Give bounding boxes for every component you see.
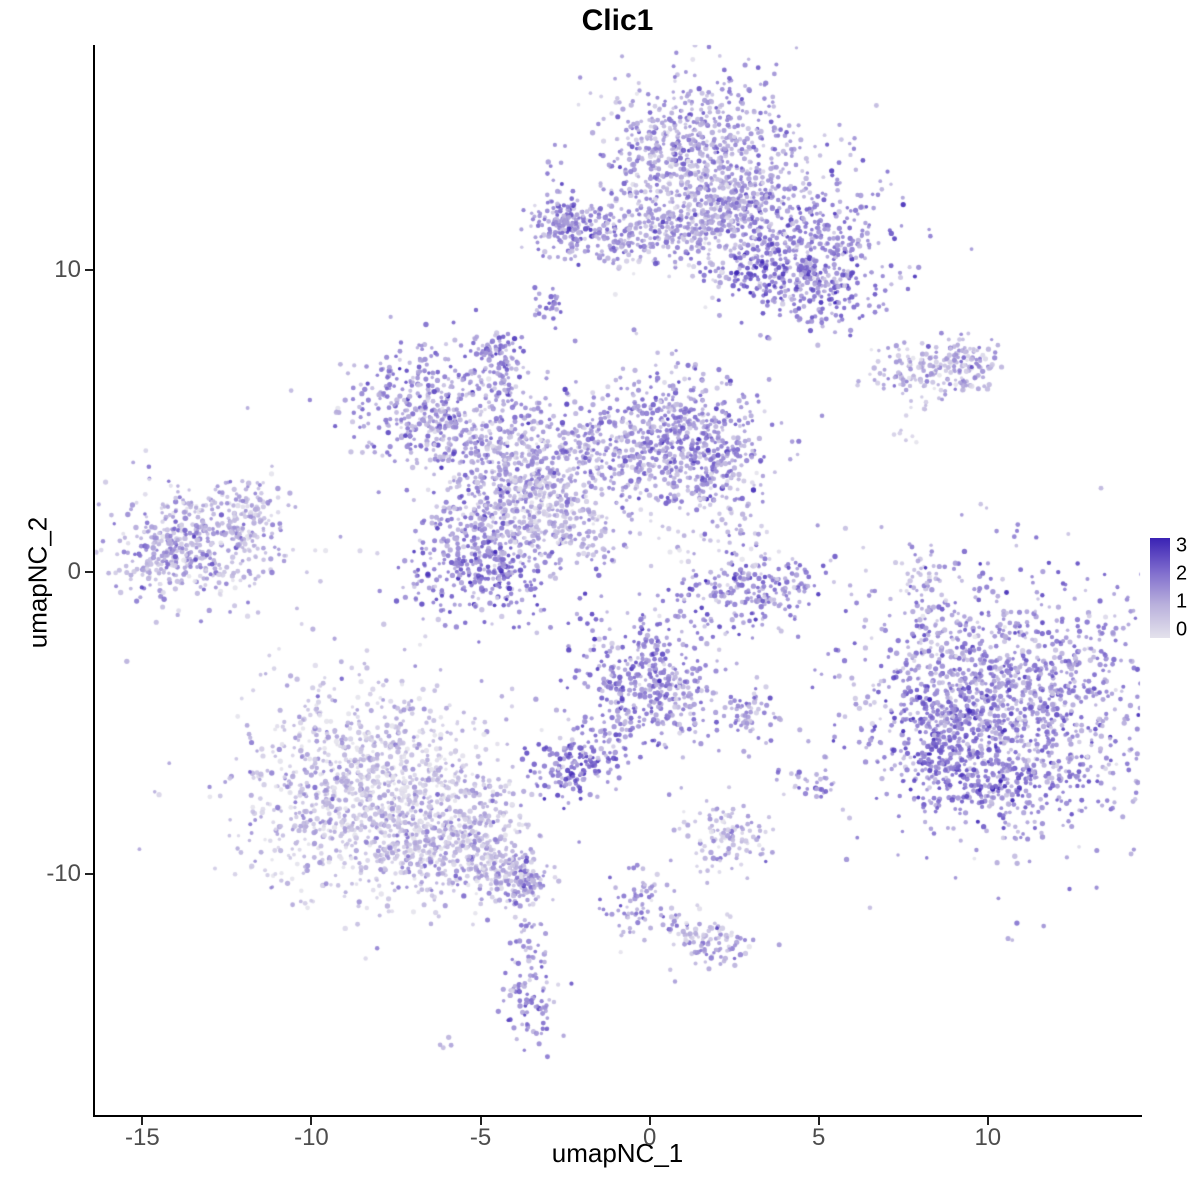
x-axis-line: [93, 1115, 1142, 1117]
legend-gradient-bar: [1150, 538, 1170, 638]
x-tick-label: -5: [469, 1124, 492, 1151]
y-tick-label: -10: [46, 859, 81, 887]
x-tick-label: -15: [125, 1124, 160, 1151]
x-tick-label: 0: [642, 1124, 657, 1151]
y-tick-mark: [85, 268, 93, 271]
plot-title: Clic1: [581, 4, 654, 37]
y-tick-mark: [85, 570, 93, 573]
x-tick-label: 5: [812, 1124, 826, 1151]
expression-legend: 3 2 1 0: [1150, 534, 1200, 641]
x-axis-label: umapNC_1: [551, 1138, 684, 1168]
legend-tick-label: 3: [1176, 534, 1188, 557]
y-tick-label: 0: [67, 557, 81, 585]
x-tick-mark: [648, 1117, 651, 1125]
x-tick-mark: [479, 1117, 482, 1125]
x-tick-mark: [141, 1117, 144, 1125]
legend-tick-label: 0: [1176, 618, 1188, 641]
legend-tick-label: 1: [1176, 590, 1188, 613]
legend-tick-label: 2: [1176, 562, 1188, 585]
y-axis-line: [93, 45, 95, 1117]
x-tick-mark: [817, 1117, 820, 1125]
y-tick-label: 10: [54, 255, 81, 283]
x-tick-label: 10: [974, 1124, 1002, 1151]
x-tick-label: -10: [294, 1124, 329, 1151]
x-tick-mark: [310, 1117, 313, 1125]
y-tick-mark: [85, 872, 93, 875]
x-tick-mark: [986, 1117, 989, 1125]
